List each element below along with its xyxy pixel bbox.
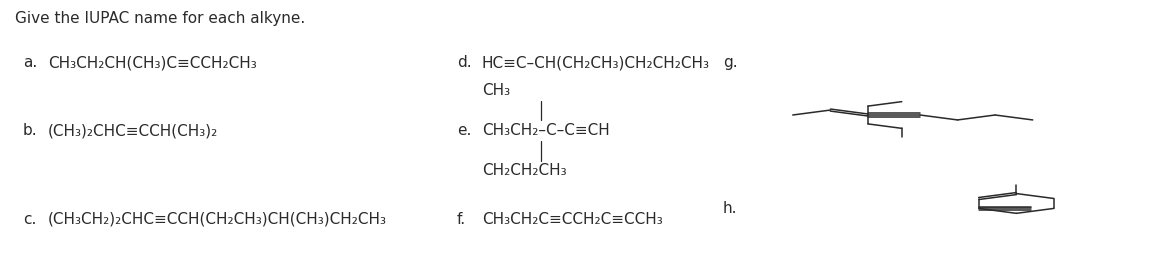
Text: e.: e.: [457, 123, 471, 138]
Text: a.: a.: [23, 56, 37, 70]
Text: f.: f.: [457, 211, 466, 227]
Text: b.: b.: [23, 123, 38, 138]
Text: Give the IUPAC name for each alkyne.: Give the IUPAC name for each alkyne.: [15, 11, 305, 26]
Text: h.: h.: [723, 201, 737, 216]
Text: (CH₃)₂CHC≡CCH(CH₃)₂: (CH₃)₂CHC≡CCH(CH₃)₂: [48, 123, 218, 138]
Text: CH₃CH₂–C–C≡CH: CH₃CH₂–C–C≡CH: [482, 123, 610, 138]
Text: CH₂CH₂CH₃: CH₂CH₂CH₃: [482, 163, 567, 178]
Text: CH₃CH₂CH(CH₃)C≡CCH₂CH₃: CH₃CH₂CH(CH₃)C≡CCH₂CH₃: [48, 56, 256, 70]
Text: d.: d.: [457, 56, 471, 70]
Text: c.: c.: [23, 211, 37, 227]
Text: (CH₃CH₂)₂CHC≡CCH(CH₂CH₃)CH(CH₃)CH₂CH₃: (CH₃CH₂)₂CHC≡CCH(CH₂CH₃)CH(CH₃)CH₂CH₃: [48, 211, 388, 227]
Text: g.: g.: [723, 56, 737, 70]
Text: CH₃: CH₃: [482, 83, 511, 98]
Text: HC≡C–CH(CH₂CH₃)CH₂CH₂CH₃: HC≡C–CH(CH₂CH₃)CH₂CH₂CH₃: [482, 56, 710, 70]
Text: CH₃CH₂C≡CCH₂C≡CCH₃: CH₃CH₂C≡CCH₂C≡CCH₃: [482, 211, 662, 227]
